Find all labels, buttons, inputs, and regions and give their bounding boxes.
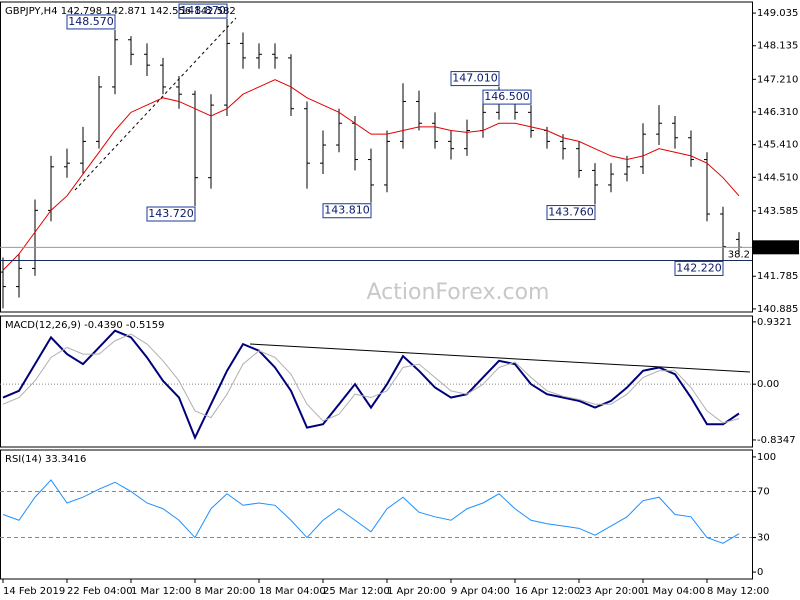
x-tick-label: 1 Mar 12:00 [131,586,191,597]
panel-border [0,1,753,313]
x-tick-label: 22 Feb 04:00 [67,586,133,597]
panel-border [0,315,753,448]
panel-title: MACD(12,26,9) -0.4390 -0.5159 [5,320,165,331]
y-tick-label: 70 [757,486,770,497]
x-tick-label: 14 Feb 2019 [3,586,65,597]
last-price-box [753,240,799,255]
moving-average [2,79,740,271]
annotation-box [482,89,532,105]
annotation-label: 143.720 [148,207,194,220]
x-tick-label: 9 Apr 04:00 [451,586,510,597]
y-tick-label: 143.585 [757,206,798,217]
annotation-box [66,14,116,30]
y-tick-label: 0.00 [757,379,779,390]
last-price-label: 142.582 [756,242,797,253]
annotation-label: 143.810 [324,204,370,217]
x-tick-label: 8 May 12:00 [707,586,769,597]
annotation-box [146,206,196,222]
panel-border [0,449,753,580]
y-tick-label: 144.510 [757,172,798,183]
macd-trend-line [249,343,751,373]
y-tick-label: -0.8347 [757,435,796,446]
y-tick-label: 0 [757,567,763,578]
x-tick-label: 23 Apr 20:00 [579,586,644,597]
x-tick-label: 25 Mar 12:00 [323,586,390,597]
annotation-label: 143.760 [548,206,594,219]
annotation-box [674,260,724,276]
y-tick-label: 141.785 [757,271,798,282]
indicator-line [2,329,740,441]
fib-label: 38.2 [728,249,750,260]
y-tick-label: 149.035 [757,8,798,19]
y-tick-label: 100 [757,452,776,463]
x-tick-label: 8 Mar 20:00 [195,586,255,597]
y-tick-label: 145.410 [757,140,798,151]
y-tick-label: 30 [757,533,770,544]
x-tick-label: 1 Apr 20:00 [387,586,446,597]
y-tick-label: 0.9321 [757,317,792,328]
y-tick-label: 140.885 [757,304,798,315]
y-tick-label: 147.210 [757,74,798,85]
annotation-label: 142.220 [676,261,722,274]
annotation-label: 146.500 [484,90,530,103]
x-tick-label: 1 May 04:00 [643,586,705,597]
watermark: ActionForex.com [367,280,550,305]
x-tick-label: 18 Mar 04:00 [259,586,326,597]
y-tick-label: 146.310 [757,107,798,118]
annotation-box [450,71,500,87]
annotation-box [178,3,228,19]
annotation-label: 148.870 [180,4,226,17]
panel-title: RSI(14) 33.3416 [5,454,86,465]
y-tick-label: 148.135 [757,41,798,52]
annotation-box [322,203,372,219]
annotation-label: 147.010 [452,72,498,85]
indicator-line [2,479,740,544]
annotation-label: 148.570 [68,15,114,28]
indicator-line [2,333,740,424]
x-tick-label: 16 Apr 12:00 [515,586,580,597]
panel-title: GBPJPY,H4 142.798 142.871 142.556 142.58… [5,6,236,17]
annotation-box [546,205,596,221]
